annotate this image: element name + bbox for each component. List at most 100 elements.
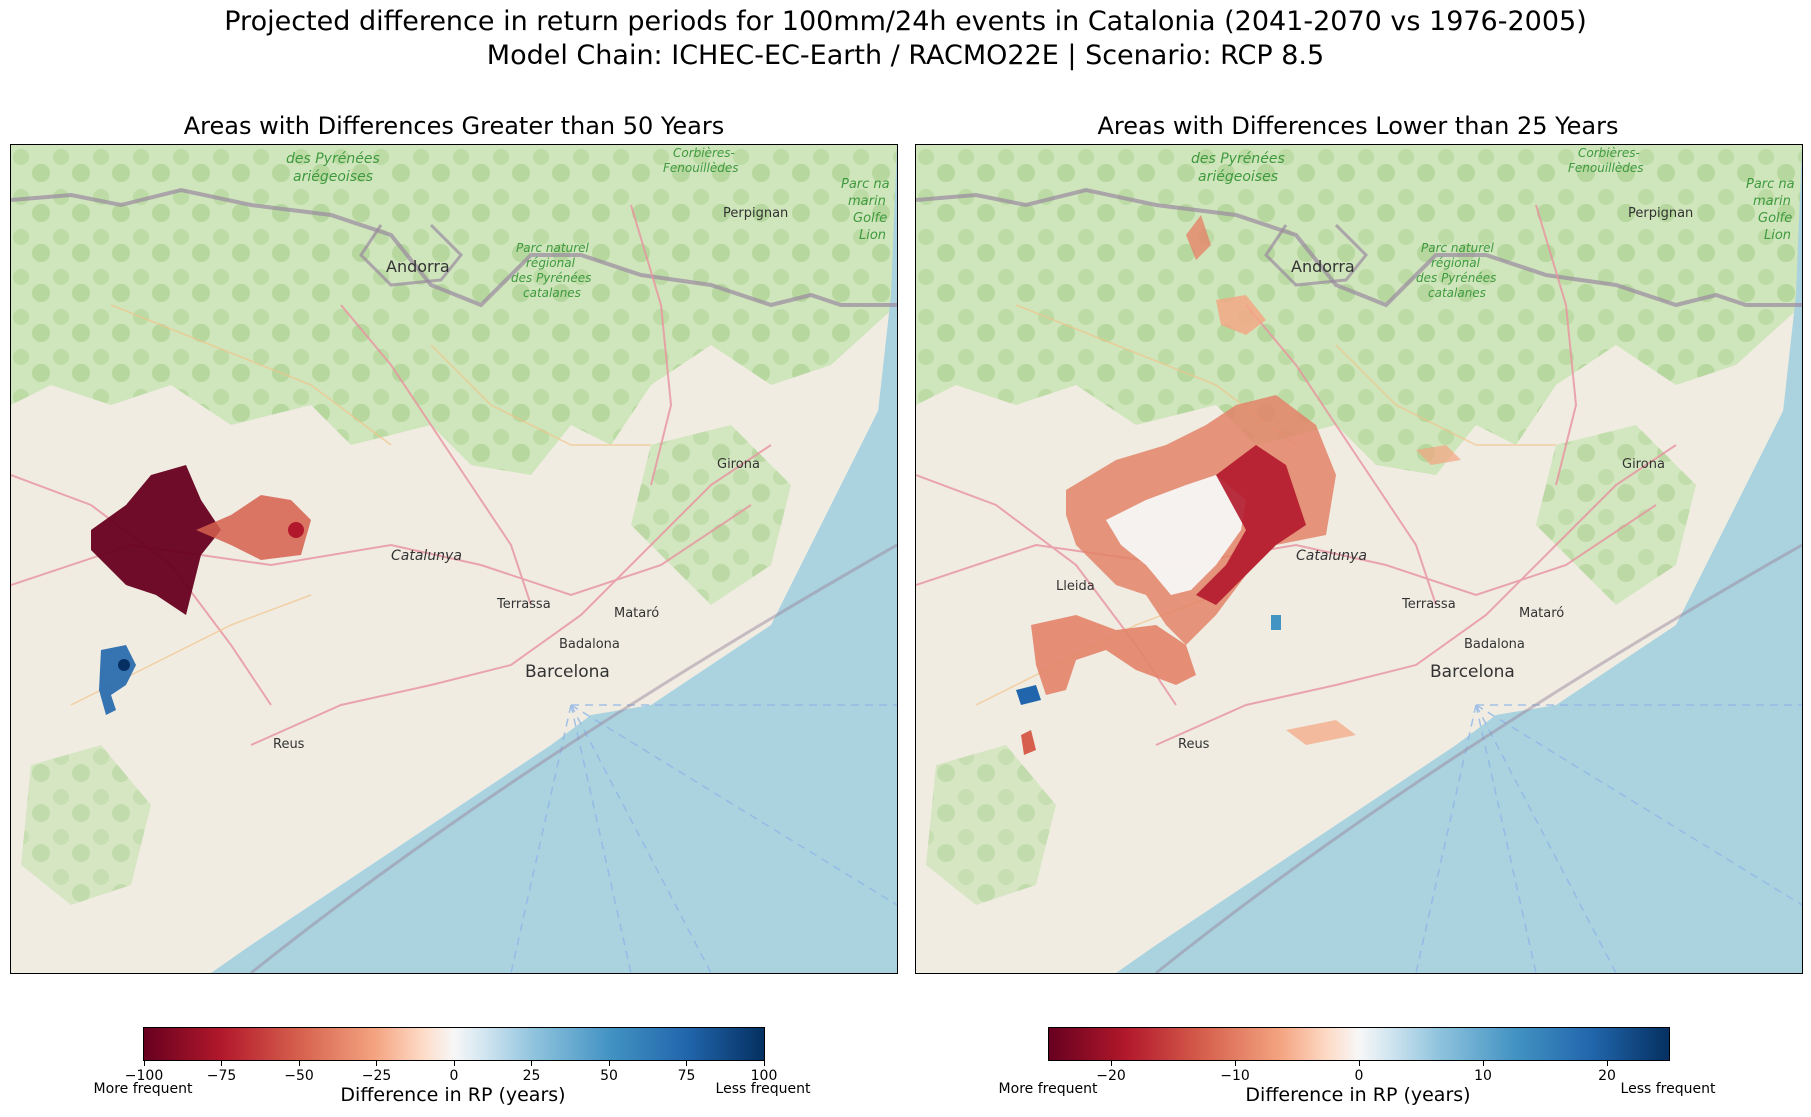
colorbar-tick-label: −10 <box>1220 1068 1250 1084</box>
colorbar-left-label: Difference in RP (years) <box>340 1084 566 1106</box>
label-park-cor-2: Fenouillèdes <box>663 161 738 175</box>
border-line <box>916 187 1802 308</box>
anomaly-blue-mid <box>1271 615 1281 630</box>
colorbar-right-more-frequent: More frequent <box>998 1081 1098 1097</box>
label-park-golfe-2: marin <box>848 194 886 209</box>
anomaly-lower-25 <box>1016 215 1461 755</box>
label-park-reg-1: Parc naturel <box>516 241 590 255</box>
label-park-golfe-4: Lion <box>1764 228 1791 243</box>
sea-east <box>771 145 897 973</box>
colorbar-tick-mark <box>1110 1060 1112 1066</box>
label-lleida: Lleida <box>1056 579 1095 594</box>
colorbar-tick-label: −20 <box>1096 1068 1126 1084</box>
map-left: Andorra Perpignan Girona Catalunya Terra… <box>10 144 898 974</box>
colorbar-right: −20 −10 0 10 20 <box>1048 1027 1670 1084</box>
colorbar-tick-label: 0 <box>449 1068 459 1084</box>
label-catalunya: Catalunya <box>1296 548 1367 564</box>
colorbar-tick-mark <box>298 1060 300 1066</box>
label-girona: Girona <box>1622 457 1665 472</box>
label-catalunya: Catalunya <box>391 548 462 564</box>
colorbar-tick-label: 75 <box>677 1068 696 1084</box>
colorbar-left-less-frequent: Less frequent <box>715 1081 811 1097</box>
label-andorra: Andorra <box>386 257 450 276</box>
map-right-svg: Andorra Perpignan Girona Catalunya Lleid… <box>916 145 1802 973</box>
colorbar-tick-mark <box>608 1060 610 1066</box>
label-park-reg-1: Parc naturel <box>1421 241 1495 255</box>
label-park-golfe-1: Parc na <box>841 177 890 192</box>
colorbar-left-more-frequent: More frequent <box>93 1081 193 1097</box>
label-park-cor-1: Corbières- <box>673 146 735 160</box>
anomaly-coast-patch <box>1286 720 1356 745</box>
label-terrassa: Terrassa <box>1401 597 1456 612</box>
label-park-pyr-2: ariégeoises <box>293 169 373 185</box>
shipping-route <box>1155 543 1802 973</box>
border-line <box>11 187 897 308</box>
colorbar-tick-label: −75 <box>206 1068 237 1084</box>
map-right: Andorra Perpignan Girona Catalunya Lleid… <box>915 144 1803 974</box>
colorbar-tick-mark <box>531 1060 532 1066</box>
label-park-golfe-1: Parc na <box>1746 177 1795 192</box>
shipping-route <box>250 543 897 973</box>
anomaly-north-patch <box>1216 295 1266 335</box>
label-park-pyr-1: des Pyrénées <box>1191 151 1285 167</box>
colorbar-tick-label: −25 <box>361 1068 392 1084</box>
label-perpignan: Perpignan <box>1628 206 1693 221</box>
labels: Andorra Perpignan Girona Catalunya Terra… <box>273 146 890 752</box>
figure-title-line2: Model Chain: ICHEC-EC-Earth / RACMO22E |… <box>486 40 1325 71</box>
label-girona: Girona <box>717 457 760 472</box>
anomaly-greater-50 <box>91 465 311 715</box>
label-park-reg-2: régional <box>1431 256 1481 270</box>
label-park-reg-4: catalanes <box>1428 286 1486 300</box>
label-park-golfe-3: Golfe <box>1758 211 1792 226</box>
figure-title-line1: Projected difference in return periods f… <box>224 6 1587 37</box>
label-barcelona: Barcelona <box>525 662 610 682</box>
anomaly-strong-red <box>91 465 221 615</box>
colorbar-tick-label: −50 <box>284 1068 314 1084</box>
label-park-golfe-2: marin <box>1753 194 1791 209</box>
label-reus: Reus <box>273 737 305 752</box>
colorbar-left: −100 −75 −50 −25 0 25 50 75 100 <box>125 1027 777 1084</box>
panel-title-right: Areas with Differences Lower than 25 Yea… <box>1097 112 1619 140</box>
colorbar-tick-mark <box>376 1060 377 1066</box>
colorbar-tick-mark <box>1482 1060 1484 1066</box>
colorbar-tick-mark <box>221 1060 222 1066</box>
colorbar-tick-label: 25 <box>522 1068 541 1084</box>
anomaly-blue-core <box>118 659 130 671</box>
colorbar-tick-mark <box>763 1060 765 1066</box>
colorbar-tick-label: −100 <box>124 1068 164 1084</box>
anomaly-blue-small <box>1016 685 1041 705</box>
colorbar-tick-mark <box>1234 1060 1236 1066</box>
colorbar-right-less-frequent: Less frequent <box>1620 1081 1716 1097</box>
colorbar-left-gradient <box>144 1028 764 1060</box>
anomaly-dark-red-edge <box>1196 445 1306 605</box>
colorbar-tick-mark <box>453 1060 455 1066</box>
forest-east <box>1536 425 1696 605</box>
label-park-cor-1: Corbières- <box>1578 146 1640 160</box>
label-park-reg-2: régional <box>526 256 576 270</box>
label-park-reg-3: des Pyrénées <box>511 271 591 285</box>
label-badalona: Badalona <box>559 637 620 652</box>
label-park-golfe-3: Golfe <box>853 211 887 226</box>
label-andorra: Andorra <box>1291 257 1355 276</box>
colorbar-tick-label: 50 <box>600 1068 618 1084</box>
colorbar-tick-mark <box>1606 1060 1608 1066</box>
label-park-reg-4: catalanes <box>523 286 581 300</box>
forest-east <box>631 425 791 605</box>
colorbar-tick-mark <box>1358 1060 1360 1066</box>
anomaly-red-core <box>288 522 304 538</box>
anomaly-red-tail <box>196 495 311 560</box>
anomaly-east-patch <box>1416 445 1461 465</box>
colorbar-right-label: Difference in RP (years) <box>1245 1084 1471 1106</box>
forest-south <box>926 745 1056 905</box>
label-terrassa: Terrassa <box>496 597 551 612</box>
label-park-golfe-4: Lion <box>859 228 886 243</box>
forest-area <box>916 145 1802 475</box>
label-mataro: Mataró <box>1519 606 1564 621</box>
colorbar-tick-mark <box>143 1060 145 1066</box>
forest-south <box>21 745 151 905</box>
anomaly-red-south <box>1021 730 1036 755</box>
map-left-svg: Andorra Perpignan Girona Catalunya Terra… <box>11 145 897 973</box>
colorbar-tick-label: 20 <box>1598 1068 1616 1084</box>
colorbar-tick-label: 100 <box>750 1068 778 1084</box>
labels: Andorra Perpignan Girona Catalunya Lleid… <box>1056 146 1795 752</box>
